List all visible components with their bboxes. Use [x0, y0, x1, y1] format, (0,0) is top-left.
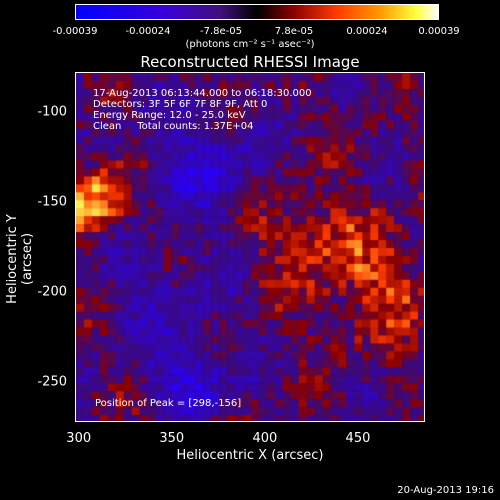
colorbar-tick: -0.00024 [125, 26, 171, 37]
x-tick-label: 400 [252, 431, 278, 446]
image-plot[interactable] [75, 72, 425, 422]
y-tick-label: -250 [37, 374, 67, 390]
info-energy: Energy Range: 12.0 - 25.0 keV [93, 110, 246, 121]
info-time-range: 17-Aug-2013 06:13:44.000 to 06:18:30.000 [93, 88, 312, 99]
x-tick-label: 300 [66, 431, 92, 446]
plot-title: Reconstructed RHESSI Image [140, 53, 360, 71]
y-tick-label: -150 [37, 194, 67, 210]
timestamp: 20-Aug-2013 19:16 [397, 485, 494, 496]
x-tick-label: 450 [345, 431, 371, 446]
y-tick-label: -200 [37, 284, 67, 300]
colorbar-tick: -7.8e-05 [200, 26, 242, 37]
colorbar [75, 4, 439, 20]
colorbar-tick: 0.00024 [346, 26, 388, 37]
x-tick-label: 350 [159, 431, 185, 446]
info-method: Clean Total counts: 1.37E+04 [93, 121, 254, 132]
colorbar-tick: 7.8e-05 [274, 26, 314, 37]
info-detectors: Detectors: 3F 5F 6F 7F 8F 9F, Att 0 [93, 99, 268, 110]
colorbar-tick: -0.00039 [52, 26, 98, 37]
y-tick-label: -100 [37, 104, 67, 120]
peak-position: Position of Peak = [298,-156] [95, 398, 242, 409]
colorbar-units: (photons cm⁻² s⁻¹ asec⁻²) [185, 39, 315, 50]
y-axis-label: Heliocentric Y (arcsec) [5, 214, 35, 304]
heatmap [76, 73, 424, 421]
colorbar-tick: 0.00039 [418, 26, 460, 37]
x-axis-label: Heliocentric X (arcsec) [176, 448, 324, 463]
